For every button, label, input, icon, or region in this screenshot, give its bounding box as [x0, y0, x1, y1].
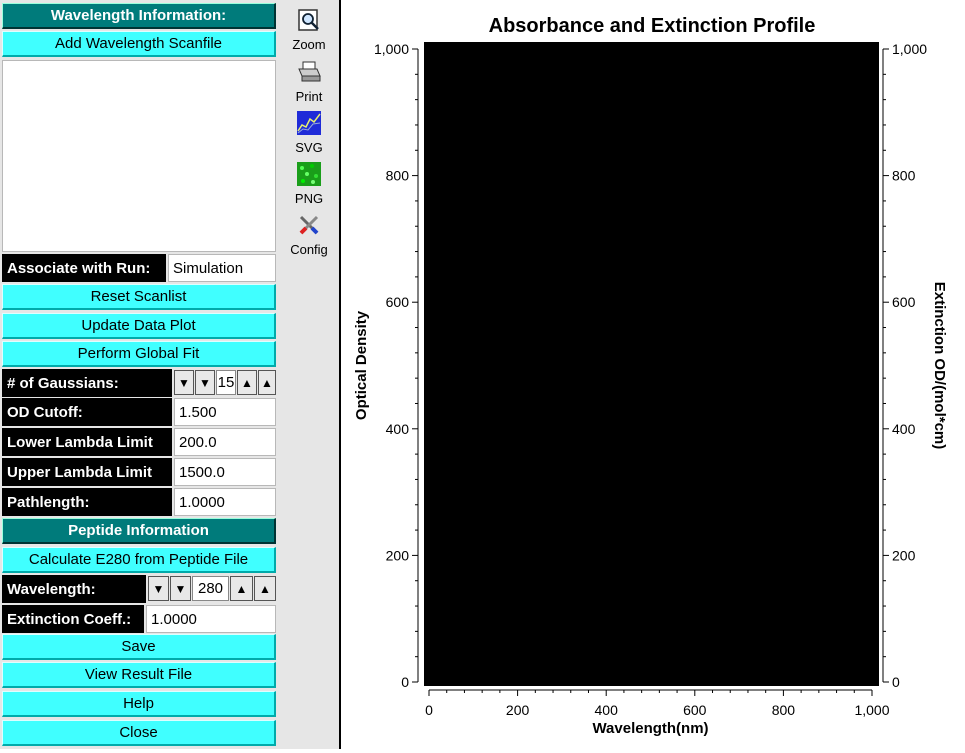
y-tick-label: 1,000	[374, 41, 409, 57]
y2-tick-label: 800	[892, 168, 916, 184]
y2-tick-label: 600	[892, 294, 916, 310]
chevron-down-icon: ▼	[199, 375, 211, 390]
lower-lambda-field[interactable]: 200.0	[174, 428, 276, 456]
wavelength-decrement-button[interactable]: ▼	[170, 576, 191, 601]
calculate-e280-button[interactable]: Calculate E280 from Peptide File	[2, 547, 276, 573]
print-tool-button[interactable]: Print	[279, 60, 339, 104]
png-label: PNG	[294, 191, 324, 206]
printer-icon	[298, 61, 321, 82]
extinction-coeff-field[interactable]: 1.0000	[146, 605, 276, 633]
upper-lambda-field[interactable]: 1500.0	[174, 458, 276, 486]
y2-tick-label: 400	[892, 421, 916, 437]
perform-global-fit-button[interactable]: Perform Global Fit	[2, 341, 276, 367]
x-tick-label: 200	[506, 702, 530, 718]
x-tick-label: 1,000	[854, 702, 889, 718]
x-tick-label: 400	[595, 702, 619, 718]
lower-lambda-label: Lower Lambda Limit	[2, 428, 172, 456]
y2-tick-label: 200	[892, 547, 916, 563]
y-tick-label: 800	[386, 168, 410, 184]
plot-canvas[interactable]	[424, 42, 879, 686]
wavelength-fast-decrement-button[interactable]: ▼	[148, 576, 169, 601]
x-tick-label: 0	[425, 702, 433, 718]
absorbance-chart[interactable]: Absorbance and Extinction Profile 0 200 40…	[341, 0, 965, 749]
gaussians-fast-increment-button[interactable]: ▲	[258, 370, 276, 395]
upper-lambda-label: Upper Lambda Limit	[2, 458, 172, 486]
add-wavelength-scanfile-button[interactable]: Add Wavelength Scanfile	[2, 31, 276, 57]
gaussians-decrement-button[interactable]: ▼	[195, 370, 215, 395]
scanfile-list[interactable]	[2, 60, 276, 252]
wavelength-fast-increment-button[interactable]: ▲	[254, 576, 276, 601]
gaussians-value[interactable]: 15	[216, 370, 236, 395]
x-axis-label: Wavelength(nm)	[592, 720, 708, 737]
x-tick-label: 600	[683, 702, 707, 718]
od-cutoff-label: OD Cutoff:	[2, 398, 172, 426]
y-tick-label: 0	[401, 674, 409, 690]
y2-tick-label: 1,000	[892, 41, 927, 57]
y-tick-label: 600	[386, 294, 410, 310]
y2-tick-label: 0	[892, 674, 900, 690]
view-result-file-button[interactable]: View Result File	[2, 662, 276, 688]
print-label: Print	[295, 89, 323, 104]
svg-tool-button[interactable]: SVG	[279, 111, 339, 155]
png-tool-button[interactable]: PNG	[279, 162, 339, 206]
gaussians-increment-button[interactable]: ▲	[237, 370, 257, 395]
zoom-icon	[298, 9, 319, 31]
pathlength-field[interactable]: 1.0000	[174, 488, 276, 516]
panel-divider	[339, 0, 341, 749]
x-tick-label: 800	[772, 702, 796, 718]
svg-label: SVG	[295, 140, 323, 155]
close-button[interactable]: Close	[2, 720, 276, 746]
double-chevron-up-icon: ▲	[259, 581, 271, 596]
zoom-label: Zoom	[292, 37, 326, 52]
wavelength-info-header: Wavelength Information:	[2, 3, 276, 29]
chevron-up-icon: ▲	[235, 581, 248, 596]
y2-axis-label: Extinction OD/(mol*cm)	[931, 282, 948, 450]
plot-area: Absorbance and Extinction Profile 0 200 40…	[341, 0, 965, 749]
chevron-down-icon: ▼	[174, 581, 187, 596]
wavelength-increment-button[interactable]: ▲	[230, 576, 253, 601]
associate-run-field[interactable]: Simulation	[168, 254, 276, 282]
y-tick-label: 200	[386, 547, 410, 563]
gaussians-fast-decrement-button[interactable]: ▼	[174, 370, 194, 395]
control-panel: Wavelength Information: Add Wavelength S…	[0, 0, 279, 749]
chart-title: Absorbance and Extinction Profile	[489, 15, 816, 37]
chevron-up-icon: ▲	[241, 375, 253, 390]
plot-toolbar: Zoom Print SVG PNG Con	[279, 0, 339, 749]
gaussians-label: # of Gaussians:	[2, 369, 172, 397]
od-cutoff-field[interactable]: 1.500	[174, 398, 276, 426]
y-axis-label: Optical Density	[353, 310, 370, 420]
double-chevron-down-icon: ▼	[152, 581, 165, 596]
pathlength-label: Pathlength:	[2, 488, 172, 516]
save-button[interactable]: Save	[2, 634, 276, 660]
config-label: Config	[290, 242, 328, 257]
wavelength-label: Wavelength:	[2, 575, 146, 603]
png-export-icon	[297, 162, 321, 186]
update-data-plot-button[interactable]: Update Data Plot	[2, 313, 276, 339]
extinction-coeff-label: Extinction Coeff.:	[2, 605, 144, 633]
associate-run-label: Associate with Run:	[2, 254, 166, 282]
y-tick-label: 400	[386, 421, 410, 437]
wavelength-value[interactable]: 280	[192, 576, 229, 601]
reset-scanlist-button[interactable]: Reset Scanlist	[2, 284, 276, 310]
peptide-info-header: Peptide Information	[2, 518, 276, 544]
double-chevron-up-icon: ▲	[261, 375, 273, 390]
zoom-tool-button[interactable]: Zoom	[279, 8, 339, 52]
help-button[interactable]: Help	[2, 691, 276, 717]
svg-export-icon	[297, 111, 321, 135]
tools-config-icon	[299, 215, 319, 235]
config-tool-button[interactable]: Config	[279, 213, 339, 257]
double-chevron-down-icon: ▼	[178, 375, 190, 390]
